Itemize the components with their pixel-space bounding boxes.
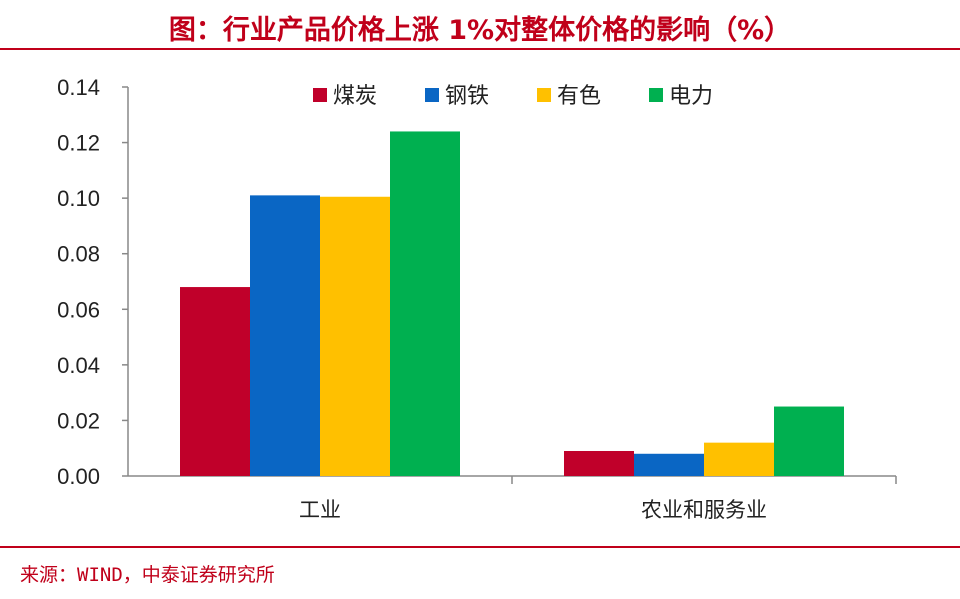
legend-swatch <box>425 88 439 102</box>
x-category-label: 农业和服务业 <box>641 498 767 522</box>
legend-swatch <box>537 88 551 102</box>
bar-钢铁 <box>250 195 320 476</box>
bar-电力 <box>774 406 844 476</box>
y-tick-label: 0.14 <box>57 75 100 100</box>
y-tick-label: 0.08 <box>57 242 100 267</box>
chart-title-bar: 图：行业产品价格上涨 1%对整体价格的影响（%） <box>0 0 960 50</box>
y-tick-label: 0.04 <box>57 353 100 378</box>
y-tick-label: 0.12 <box>57 131 100 156</box>
bar-有色 <box>704 442 774 476</box>
bar-煤炭 <box>180 287 250 476</box>
legend-label: 有色 <box>557 84 601 109</box>
x-category-label: 工业 <box>299 498 341 522</box>
legend-label: 钢铁 <box>445 84 489 109</box>
bar-有色 <box>320 196 390 476</box>
bar-钢铁 <box>634 453 704 476</box>
bar-电力 <box>390 131 460 476</box>
y-tick-label: 0.06 <box>57 297 100 322</box>
y-tick-label: 0.02 <box>57 408 100 433</box>
legend-swatch <box>649 88 663 102</box>
y-tick-label: 0.00 <box>57 464 100 489</box>
chart-title: 图：行业产品价格上涨 1%对整体价格的影响（%） <box>168 15 792 46</box>
legend-label: 煤炭 <box>333 84 377 109</box>
footer-divider <box>0 546 960 548</box>
y-tick-label: 0.10 <box>57 186 100 211</box>
source-note: 来源：WIND，中泰证券研究所 <box>20 564 275 586</box>
legend-label: 电力 <box>669 84 713 109</box>
bar-煤炭 <box>564 450 634 476</box>
legend-swatch <box>313 88 327 102</box>
